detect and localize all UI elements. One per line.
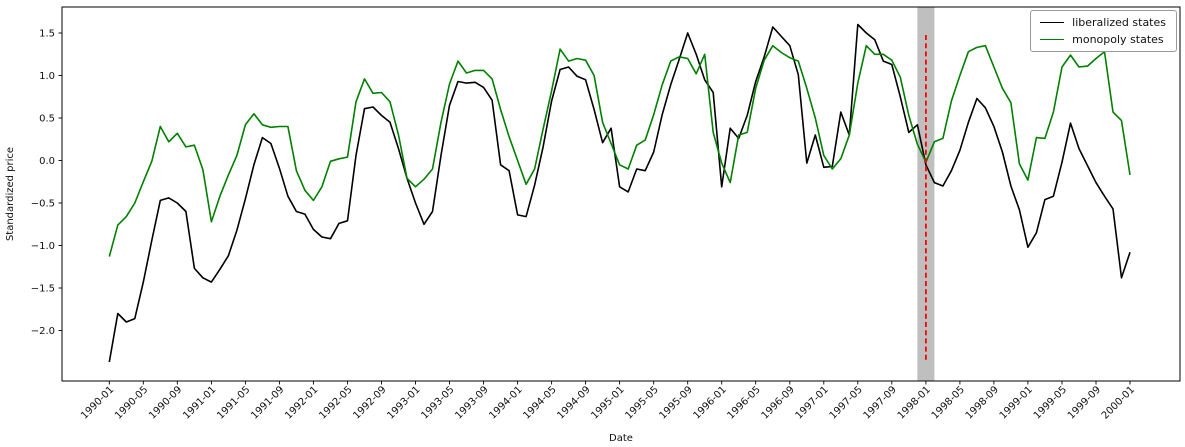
y-tick-label: −0.5 (31, 199, 55, 210)
x-tick-label: 1999-09 (1066, 384, 1103, 421)
legend-line-swatch (1040, 22, 1065, 23)
x-tick-label: 1998-05 (930, 384, 967, 421)
x-tick-label: 1994-05 (521, 384, 558, 421)
y-axis-title: Standardized price (5, 147, 16, 241)
x-tick-label: 1990-01 (79, 384, 116, 421)
x-tick-label: 1995-09 (657, 384, 694, 421)
x-tick-label: 1991-09 (249, 384, 286, 421)
series-monopoly-states (108, 44, 1131, 257)
x-tick-label: 1992-09 (351, 384, 388, 421)
legend: liberalized states monopoly states (1030, 10, 1177, 52)
legend-entry-monopoly: monopoly states (1040, 33, 1166, 46)
legend-line-swatch (1040, 39, 1065, 40)
x-tick-label: 1990-05 (113, 384, 150, 421)
x-tick-label: 1998-01 (896, 384, 933, 421)
x-tick-label: 1992-01 (283, 384, 320, 421)
x-tick-label: 1995-05 (623, 384, 660, 421)
x-tick-label: 1994-01 (487, 384, 524, 421)
y-tick-label: 1.5 (39, 29, 55, 40)
x-tick-label: 1993-09 (453, 384, 490, 421)
legend-label: monopoly states (1072, 33, 1164, 46)
x-tick-label: 1999-01 (998, 384, 1035, 421)
x-tick-label: 1996-09 (760, 384, 797, 421)
x-tick-label: 1997-05 (828, 384, 865, 421)
x-tick-label: 1997-09 (862, 384, 899, 421)
x-tick-label: 1992-05 (317, 384, 354, 421)
x-tick-label: 1993-01 (385, 384, 422, 421)
x-tick-label: 2000-01 (1100, 384, 1137, 421)
y-tick-label: 1.0 (39, 71, 55, 82)
y-tick-label: −1.5 (31, 284, 55, 295)
y-tick-label: 0.0 (39, 156, 55, 167)
x-axis-title: Date (609, 433, 633, 444)
x-tick-label: 1990-09 (147, 384, 184, 421)
x-tick-label: 1994-09 (555, 384, 592, 421)
y-tick-label: −1.0 (31, 241, 55, 252)
x-tick-label: 1991-05 (215, 384, 252, 421)
y-tick-label: −2.0 (31, 326, 55, 337)
x-tick-label: 1995-01 (589, 384, 626, 421)
legend-entry-liberalized: liberalized states (1040, 16, 1166, 29)
legend-label: liberalized states (1072, 16, 1166, 29)
x-tick-label: 1996-05 (725, 384, 762, 421)
y-tick-label: 0.5 (39, 114, 55, 125)
x-tick-label: 1991-01 (181, 384, 218, 421)
x-tick-label: 1998-09 (964, 384, 1001, 421)
x-tick-label: 1997-01 (794, 384, 831, 421)
series-liberalized-states (108, 23, 1131, 363)
x-tick-label: 1993-05 (419, 384, 456, 421)
x-tick-label: 1996-01 (691, 384, 728, 421)
x-tick-label: 1999-05 (1032, 384, 1069, 421)
plot-border (61, 6, 1181, 382)
